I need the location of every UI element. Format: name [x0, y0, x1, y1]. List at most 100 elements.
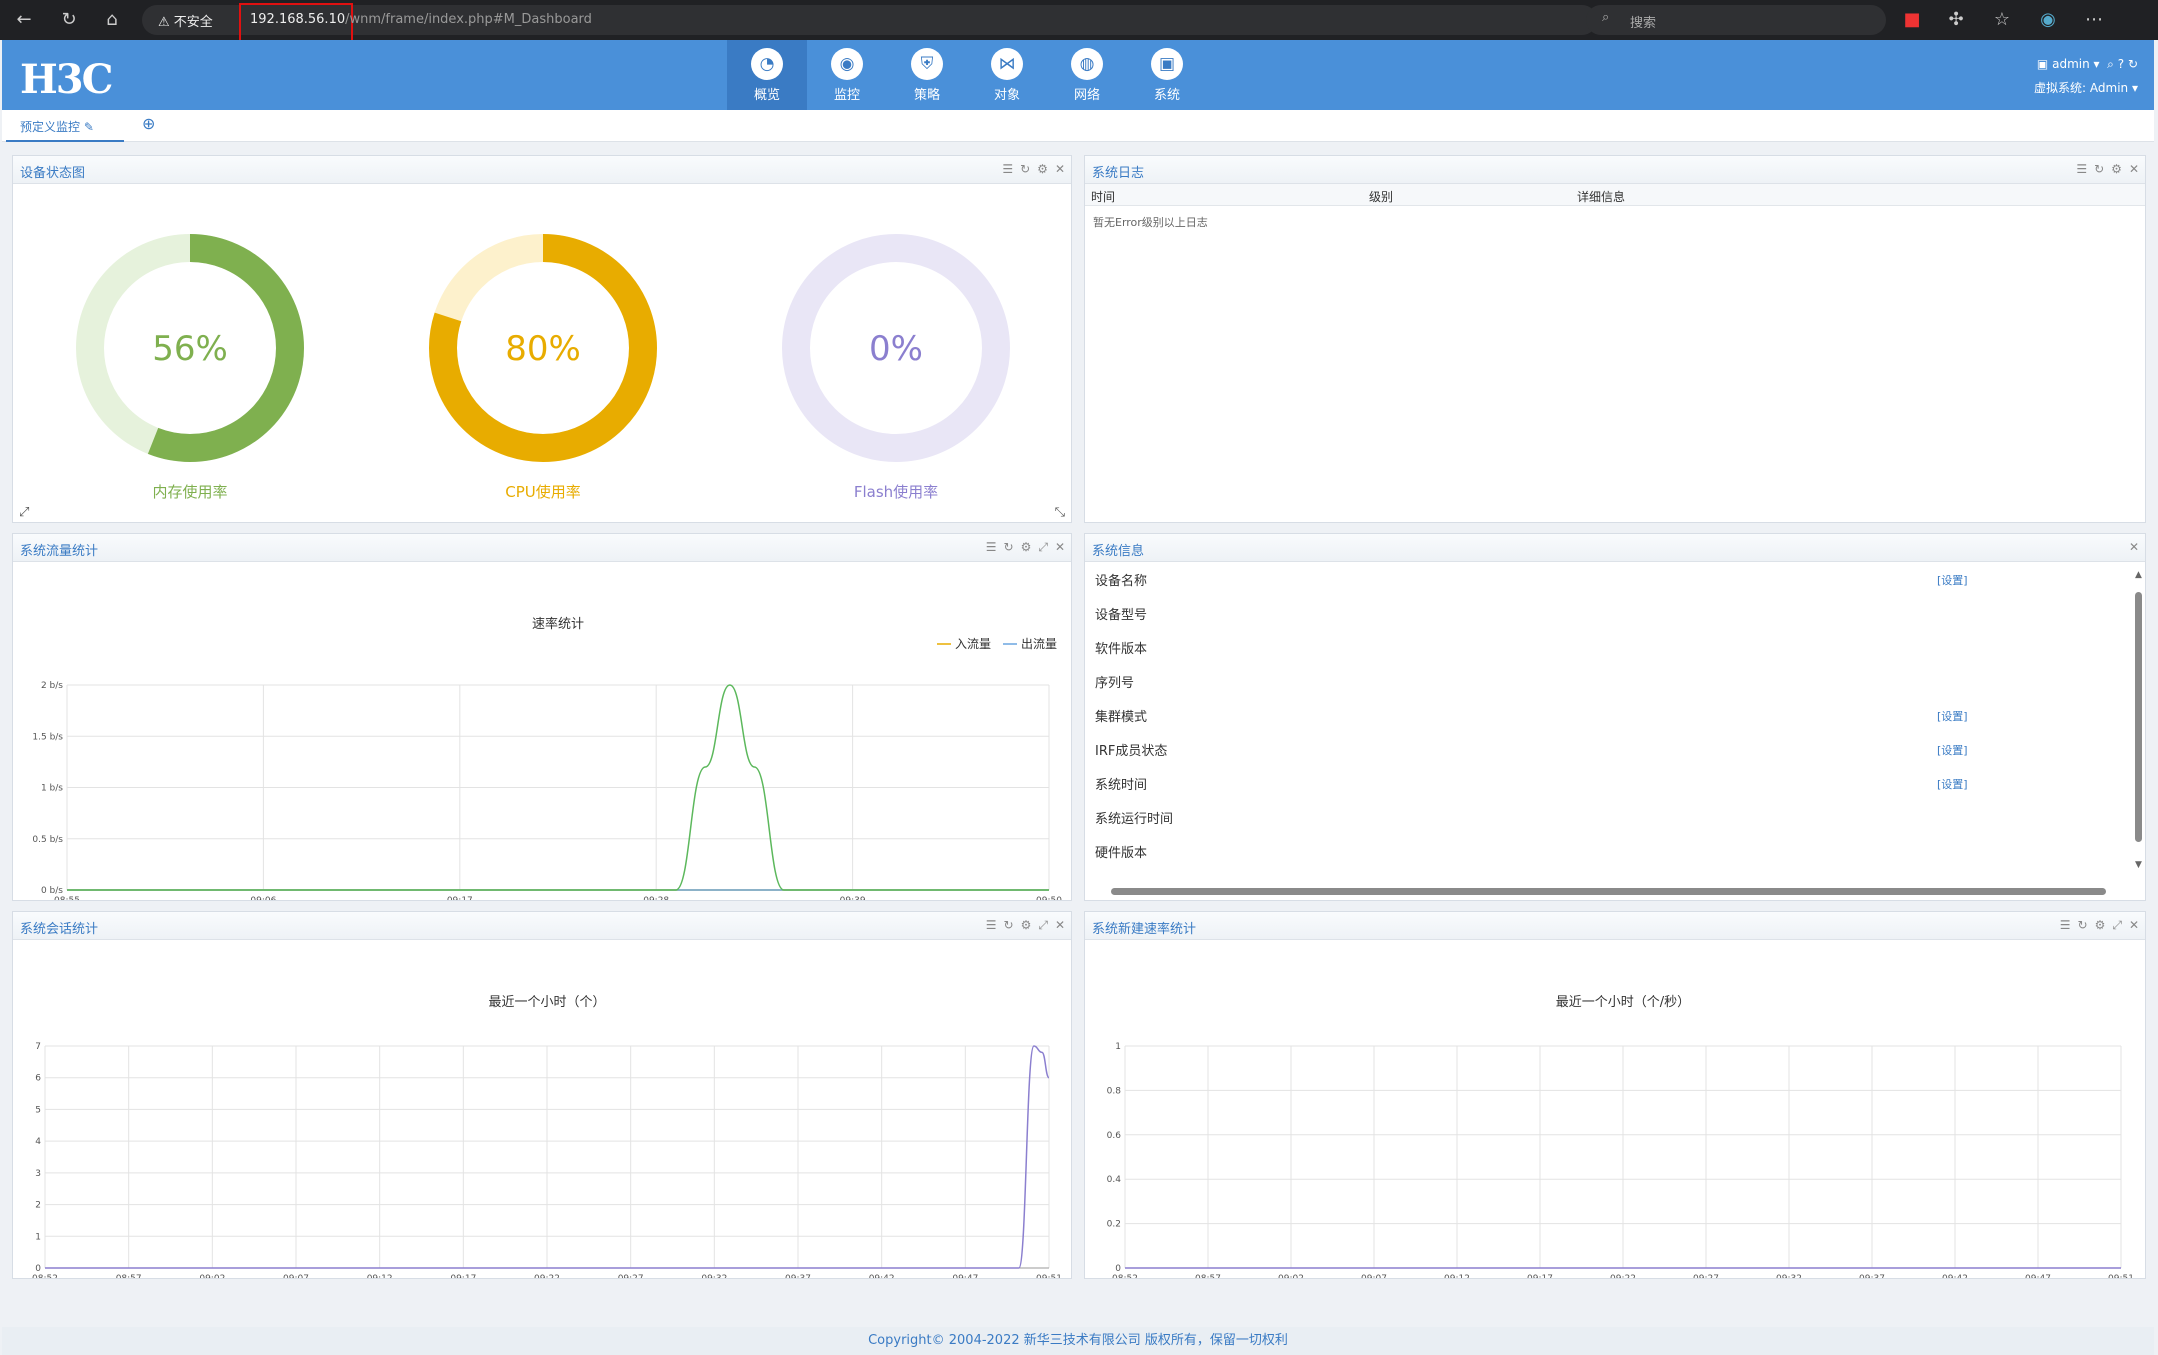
nav-monitor[interactable]: ◉ 监控: [807, 40, 887, 110]
more-icon[interactable]: ⋯: [2085, 9, 2103, 30]
y-tick-label: 2 b/s: [41, 681, 63, 691]
col-level[interactable]: 级别: [1369, 190, 1394, 204]
user-area: ▣ admin ▾ ⌕ ? ↻ 虚拟系统: Admin ▾: [2034, 57, 2138, 95]
x-tick-label: 09:51: [2108, 1274, 2134, 1278]
save-icon[interactable]: ▣: [2036, 57, 2049, 71]
add-tab-icon[interactable]: ⊕: [142, 114, 156, 133]
expand-icon[interactable]: ⤢: [19, 505, 30, 520]
gauge-label: 内存使用率: [152, 483, 227, 501]
address-bar[interactable]: ⚠ 不安全 192.168.56.10/wnm/frame/index.php#…: [142, 3, 1597, 43]
url-text[interactable]: 192.168.56.10/wnm/frame/index.php#M_Dash…: [250, 12, 592, 27]
maximize-icon[interactable]: ⤢: [2112, 918, 2122, 932]
gauge-label: Flash使用率: [854, 483, 938, 501]
settings-link[interactable]: [设置]: [1937, 744, 1968, 757]
share-icon: ⋈: [991, 48, 1023, 80]
nav-globe[interactable]: ◍ 网络: [1047, 40, 1127, 110]
gauge-value: 56%: [152, 329, 228, 369]
help-icon[interactable]: ?: [2117, 57, 2125, 71]
settings-link[interactable]: [设置]: [1937, 574, 1968, 587]
app-header: H3C ◔ 概览 ◉ 监控 ⛨ 策略 ⋈ 对象 ◍ 网络 ▣ 系统 ▣ admin ▾ ⌕ ? ↻ 虚…: [2, 40, 2154, 110]
info-row: 设备型号: [1085, 604, 2125, 638]
url-path: /wnm/frame/index.php#M_Dashboard: [345, 12, 592, 27]
x-tick-label: 09:27: [1693, 1274, 1719, 1278]
gear-icon[interactable]: ⚙: [1037, 162, 1048, 176]
close-icon[interactable]: ✕: [1054, 162, 1065, 176]
info-label: 集群模式: [1095, 710, 1148, 725]
info-label: 系统时间: [1095, 778, 1148, 793]
horizontal-scrollbar[interactable]: [1091, 886, 2131, 896]
reload-icon[interactable]: ↻: [61, 9, 77, 30]
dashboard-tabbar: 预定义监控 ✎ ⊕: [2, 110, 2154, 142]
gauge-fill: [76, 234, 304, 462]
browser-toolbar: ← ↻ ⌂ ⚠ 不安全 192.168.56.10/wnm/frame/inde…: [0, 0, 2158, 43]
maximize-icon[interactable]: ⤢: [1038, 540, 1048, 554]
gear-icon[interactable]: ⚙: [2111, 162, 2122, 176]
gear-icon[interactable]: ⚙: [1020, 918, 1032, 932]
info-label: 软件版本: [1095, 642, 1148, 657]
nav-shield[interactable]: ⛨ 策略: [887, 40, 967, 110]
search-icon[interactable]: ⌕: [2107, 57, 2114, 71]
nav-share[interactable]: ⋈ 对象: [967, 40, 1047, 110]
info-row: 序列号: [1085, 672, 2125, 706]
maximize-icon[interactable]: ⤢: [1038, 918, 1048, 932]
panel-tools: ☰ ↻ ⚙ ⤢ ✕: [2053, 918, 2139, 933]
url-host: 192.168.56.10: [250, 12, 346, 27]
y-tick-label: 1.5 b/s: [32, 732, 63, 742]
list-icon[interactable]: ☰: [1002, 162, 1014, 176]
close-icon[interactable]: ✕: [1054, 918, 1065, 932]
insecure-warning[interactable]: ⚠ 不安全: [158, 15, 213, 30]
legend-label[interactable]: 出流量: [1021, 637, 1057, 651]
nav-system[interactable]: ▣ 系统: [1127, 40, 1207, 110]
user-menu[interactable]: admin: [2052, 57, 2090, 71]
browser-search-input[interactable]: ⌕ 搜索: [1586, 5, 1886, 35]
vertical-scrollbar[interactable]: ▲ ▼: [2135, 570, 2142, 870]
y-tick-label: 3: [35, 1169, 41, 1179]
settings-link[interactable]: [设置]: [1937, 778, 1968, 791]
x-tick-label: 09:12: [367, 1274, 393, 1278]
settings-link[interactable]: [设置]: [1937, 710, 1968, 723]
nav-dashboard[interactable]: ◔ 概览: [727, 40, 807, 110]
edit-icon[interactable]: ✎: [83, 120, 94, 134]
close-icon[interactable]: ✕: [2128, 162, 2139, 176]
y-tick-label: 1: [35, 1232, 41, 1242]
close-icon[interactable]: ✕: [2128, 918, 2139, 932]
list-icon[interactable]: ☰: [2059, 918, 2071, 932]
info-row: 硬件版本: [1085, 842, 2125, 876]
edge-icon[interactable]: ◉: [2040, 9, 2056, 30]
refresh-icon[interactable]: ↻: [1020, 162, 1031, 176]
y-tick-label: 7: [35, 1042, 41, 1052]
back-icon[interactable]: ←: [16, 9, 32, 30]
home-icon[interactable]: ⌂: [106, 9, 118, 30]
close-icon[interactable]: ✕: [1054, 540, 1065, 554]
list-icon[interactable]: ☰: [985, 918, 997, 932]
vsys-select[interactable]: Admin: [2089, 81, 2129, 95]
y-tick-label: 5: [35, 1105, 41, 1115]
refresh-icon[interactable]: ↻: [2127, 57, 2138, 71]
x-tick-label: 09:06: [250, 896, 276, 900]
x-tick-label: 09:02: [199, 1274, 225, 1278]
favorites-icon[interactable]: ☆: [1993, 9, 2011, 30]
legend-label[interactable]: 入流量: [955, 637, 991, 651]
refresh-icon[interactable]: ↻: [1003, 540, 1014, 554]
x-tick-label: 09:02: [1278, 1274, 1304, 1278]
refresh-icon[interactable]: ↻: [2094, 162, 2105, 176]
list-icon[interactable]: ☰: [2076, 162, 2088, 176]
panel-header: 系统新建速率统计 ☰ ↻ ⚙ ⤢ ✕: [1085, 912, 2145, 940]
system-log-panel: 系统日志 ☰ ↻ ⚙ ✕ 时间 级别 详细信息 暂无Error级别以上日志: [1084, 155, 2146, 523]
puzzle-icon[interactable]: ✣: [1948, 9, 1964, 30]
panel-header: 设备状态图 ☰ ↻ ⚙ ✕: [13, 156, 1071, 184]
refresh-icon[interactable]: ↻: [2077, 918, 2088, 932]
gear-icon[interactable]: ⚙: [1020, 540, 1032, 554]
col-time[interactable]: 时间: [1091, 190, 1116, 204]
refresh-icon[interactable]: ↻: [1003, 918, 1014, 932]
tab-predefined-monitor[interactable]: 预定义监控 ✎: [20, 118, 94, 135]
x-tick-label: 09:07: [283, 1274, 309, 1278]
close-icon[interactable]: ✕: [2128, 540, 2139, 554]
resize-icon[interactable]: ⤡: [1054, 505, 1065, 520]
extension-icon[interactable]: ■: [1903, 9, 1921, 30]
col-detail[interactable]: 详细信息: [1577, 190, 1626, 204]
x-tick-label: 09:12: [1444, 1274, 1470, 1278]
y-tick-label: 0 b/s: [41, 886, 63, 896]
list-icon[interactable]: ☰: [985, 540, 997, 554]
gear-icon[interactable]: ⚙: [2094, 918, 2106, 932]
